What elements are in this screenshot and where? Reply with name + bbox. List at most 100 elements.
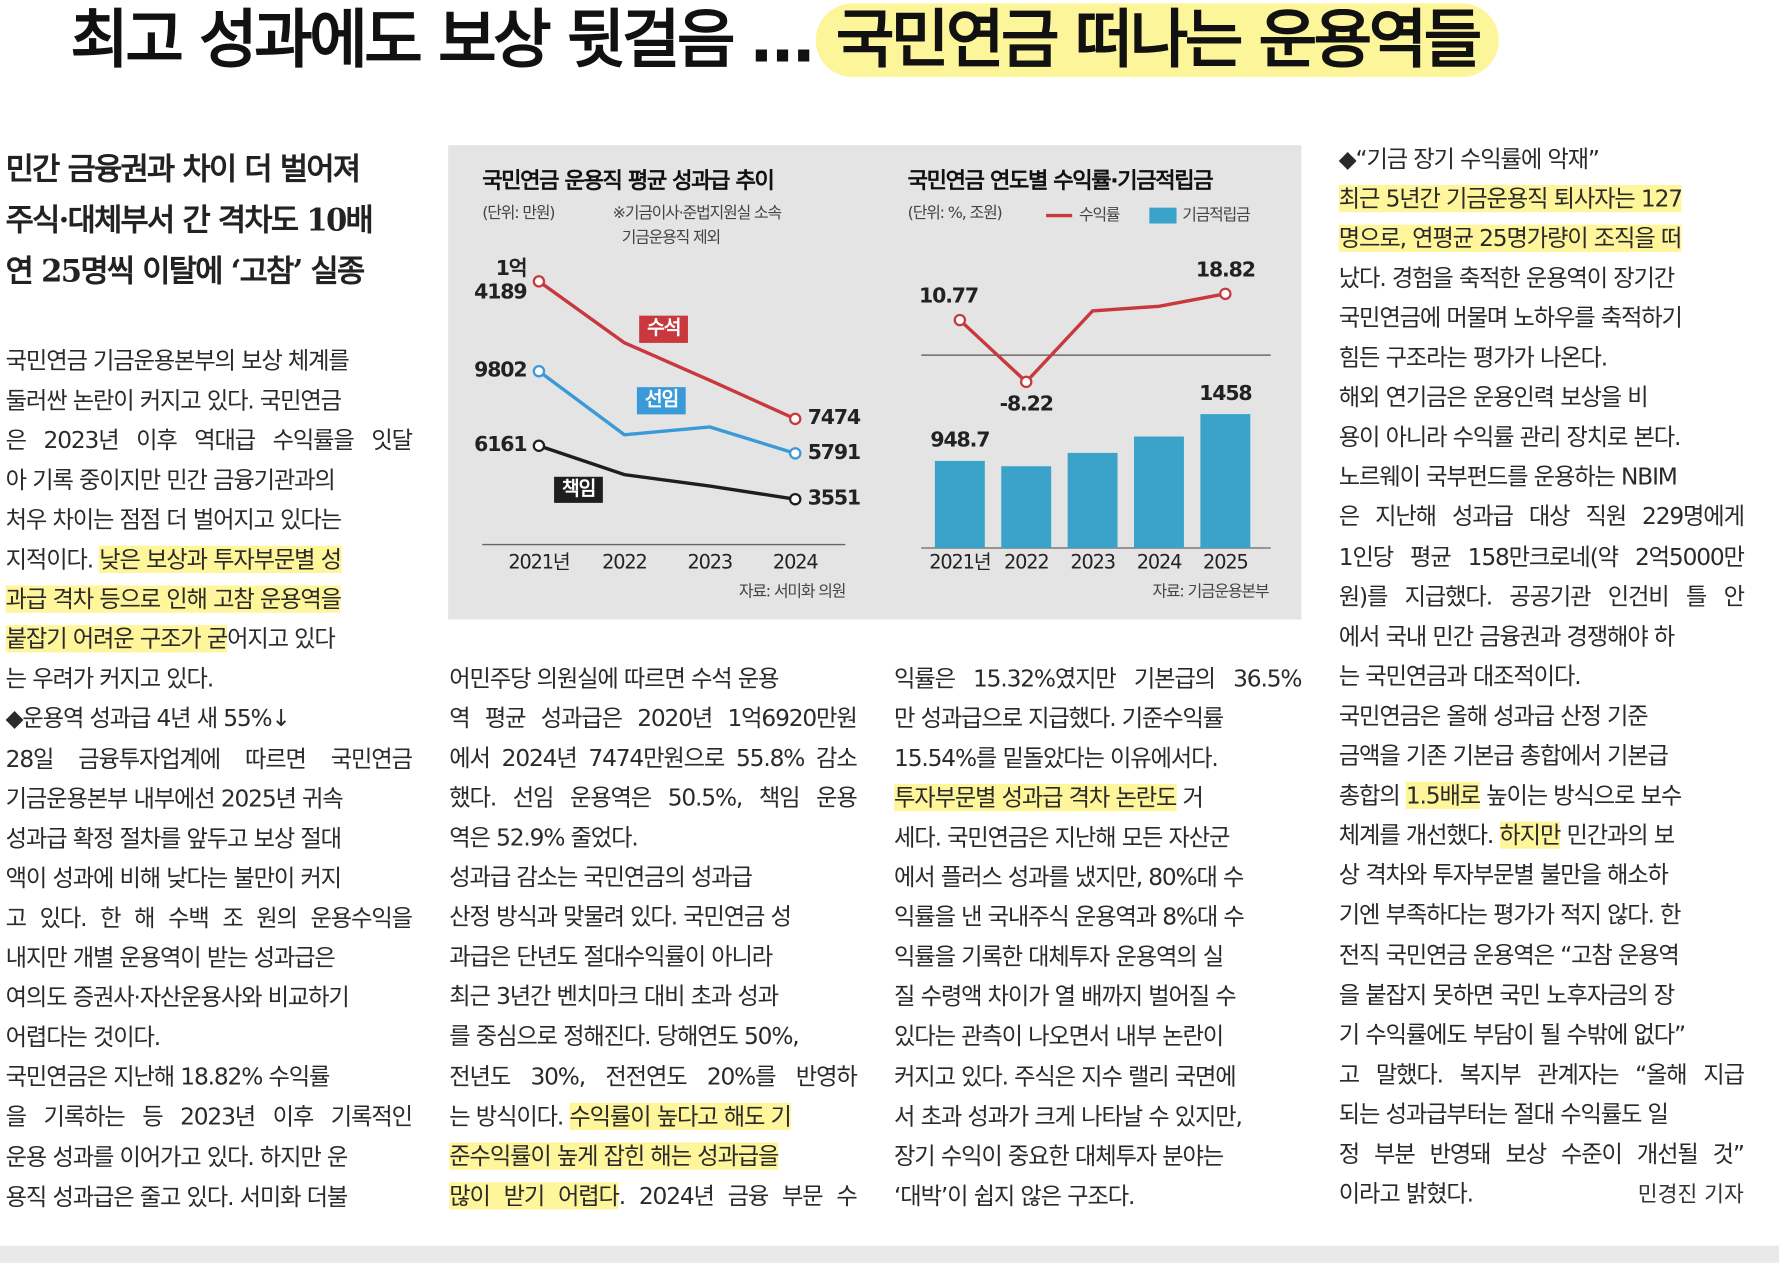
text-line: 역 평균 성과급은 2020년 1억6920만원 — [449, 698, 857, 738]
text-line: 운용 성과를 이어가고 있다. 하지만 운 — [6, 1137, 412, 1177]
text-line-inner: 명으로, 연평균 25명가량이 조직을 떠 — [1338, 219, 1682, 259]
data-line — [958, 292, 1226, 385]
text-line: 만 성과급으로 지급했다. 기준수익률 — [894, 698, 1301, 738]
text: 용이 아니라 수익률 관리 장치로 본다. — [1338, 423, 1682, 451]
text-line: 15.54%를 밑돌았다는 이유에서다. — [894, 738, 1301, 778]
text-line: 커지고 있다. 주식은 지수 랠리 국면에 — [894, 1057, 1301, 1097]
data-line — [538, 444, 796, 501]
text-line-inner: 어민주당 의원실에 따르면 수석 운용 — [449, 659, 779, 699]
text-line-inner: 기금운용본부 내부에선 2025년 귀속 — [6, 779, 344, 819]
text-line-inner: 최근 5년간 기금운용직 퇴사자는 127 — [1338, 179, 1683, 219]
deck-line: 민간 금융권과 차이 더 벌어져 — [5, 152, 361, 188]
text-line-inner: 액이 성과에 비해 낮다는 불만이 커지 — [6, 859, 342, 899]
chart-title: 국민연금 운용직 평균 성과급 추이 — [482, 167, 775, 194]
highlight-text: 최근 5년간 기금운용직 퇴사자는 127 — [1338, 184, 1683, 212]
text-line: 지적이다. 낮은 보상과 투자부문별 성 — [6, 540, 412, 580]
text: 아 기록 중이지만 민간 금융기관과의 — [5, 466, 336, 494]
text-line-inner: 금액을 기존 기본급 총합에서 기본급 — [1339, 736, 1669, 776]
text: 해외 연기금은 운용인력 보상을 비 — [1338, 383, 1649, 411]
text: 서 초과 성과가 크게 나타날 수 있지만, — [894, 1102, 1243, 1130]
deck-line: 연 25명씩 이탈에 ‘고참’ 실종 — [5, 254, 366, 290]
text: 는 우려가 커지고 있다. — [5, 665, 215, 693]
text-line: 을 붙잡지 못하면 국민 노후자금의 장 — [1339, 975, 1744, 1015]
text-line: 힘든 구조라는 평가가 나온다. — [1339, 338, 1744, 378]
text-line: 장기 수익이 중요한 대체투자 분야는 — [894, 1136, 1301, 1176]
text: 성과급 확정 절차를 앞두고 보상 절대 — [5, 824, 342, 852]
text: 는 방식이다. — [449, 1102, 570, 1130]
highlight-text: 낮은 보상과 투자부문별 성 — [99, 545, 342, 573]
text-line: 는 우려가 커지고 있다. — [6, 660, 412, 700]
text-line: 최근 3년간 벤치마크 대비 초과 성과 — [449, 977, 856, 1017]
legend-swatch — [1149, 207, 1177, 224]
text: . 2024년 금융 부문 수 — [618, 1181, 858, 1210]
text-line: 는 방식이다. 수익률이 높다고 해도 기 — [449, 1097, 856, 1137]
text-line: 이라고 밝혔다. — [1339, 1174, 1744, 1214]
text-line-inner: 이라고 밝혔다. — [1339, 1174, 1474, 1214]
data-label: 9802 — [474, 358, 527, 383]
text: 어지고 있다 — [227, 625, 336, 653]
text-line: ◆“기금 장기 수익률에 악재” — [1339, 139, 1744, 179]
text-line: 과급 격차 등으로 인해 고참 운용역을 — [5, 580, 412, 620]
text-line: 해외 연기금은 운용인력 보상을 비 — [1339, 378, 1744, 418]
text-line: 1인당 평균 158만크로네(약 2억5000만 — [1338, 537, 1745, 577]
text-line-inner: 되는 성과급부터는 절대 수익률도 일 — [1339, 1095, 1669, 1135]
text: 질 수령액 차이가 열 배까지 벌어질 수 — [894, 982, 1237, 1011]
text: 장기 수익이 중요한 대체투자 분야는 — [894, 1142, 1224, 1170]
text-line-inner: 장기 수익이 중요한 대체투자 분야는 — [894, 1136, 1224, 1176]
text-line-inner: 상 격차와 투자부문별 불만을 해소하 — [1339, 856, 1669, 896]
chart-source: 자료: 서미화 의원 — [738, 583, 847, 602]
chart-panel: 2021년 2022 2023 2024 1억 4189 7474 수석 9802 5791 선임… — [448, 145, 1302, 620]
text-line: 있다는 관측이 나오면서 내부 논란이 — [894, 1017, 1301, 1057]
series-label: 책임 — [554, 476, 604, 504]
text-line: 고 말했다. 복지부 관계자는 “올해 지급 — [1339, 1055, 1745, 1095]
data-point — [1019, 375, 1033, 389]
data-label: 7474 — [807, 405, 861, 430]
data-label: 6161 — [474, 432, 527, 457]
text: ◆운용역 성과급 4년 새 55%↓ — [5, 705, 291, 733]
data-label: 948.7 — [930, 428, 990, 453]
headline-highlight: 국민연금 떠나는 운용역들 — [815, 3, 1500, 78]
text: 국민연금은 올해 성과급 산정 기준 — [1338, 702, 1649, 730]
text: 처우 차이는 점점 더 벌어지고 있다는 — [5, 505, 342, 534]
text-line-inner: 을 기록하는 등 2023년 이후 기록적인 — [6, 1098, 413, 1138]
text-line: 국민연금에 머물며 노하우를 축적하기 — [1339, 298, 1744, 338]
text-line: 을 기록하는 등 2023년 이후 기록적인 — [6, 1098, 413, 1138]
text: 익률을 기록한 대체투자 운용역의 실 — [894, 943, 1224, 971]
headline-text: 최고 성과에도 보상 뒷걸음 … — [70, 3, 814, 78]
text: 산정 방식과 맞물려 있다. 국민연금 성 — [449, 903, 792, 931]
text-line-inner: 만 성과급으로 지급했다. 기준수익률 — [894, 698, 1224, 738]
text-line: 은 2023년 이후 역대급 수익률을 잇달 — [6, 421, 413, 461]
text-line-inner: 역 평균 성과급은 2020년 1억6920만원 — [449, 698, 857, 738]
chart-source: 자료: 기금운용본부 — [1152, 583, 1269, 602]
text-line-inner: 원)를 지급했다. 공공기관 인건비 틀 안 — [1339, 577, 1745, 617]
data-label: 5791 — [807, 440, 861, 465]
text-line: 기 수익률에도 부담이 될 수밖에 없다” — [1339, 1015, 1744, 1055]
text-line: 국민연금 기금운용본부의 보상 체계를 — [6, 341, 412, 381]
text: 지적이다. — [5, 545, 100, 573]
legend-label: 수익률 — [1078, 206, 1121, 225]
x-tick-label: 2023 — [687, 551, 734, 575]
data-point — [1219, 287, 1232, 301]
text-line-inner: 했다. 선임 운용역은 50.5%, 책임 운용 — [449, 778, 857, 818]
text-line-inner: 질 수령액 차이가 열 배까지 벌어질 수 — [894, 977, 1237, 1017]
highlight-text: 1.5배로 — [1405, 781, 1481, 810]
text-line-inner: 28일 금융투자업계에 따르면 국민연금 — [6, 739, 413, 779]
chart-note: 기금운용직 제외 — [621, 229, 721, 248]
text: 를 중심으로 정해진다. 당해연도 50%, — [449, 1022, 799, 1050]
text: 정 부분 반영돼 보상 수준이 개선될 것” — [1338, 1140, 1745, 1168]
text: 1인당 평균 158만크로네(약 2억5000만 — [1338, 542, 1745, 571]
text: 있다는 관측이 나오면서 내부 논란이 — [894, 1022, 1224, 1050]
highlight-text: 투자부문별 성과급 격차 논란도 — [894, 783, 1177, 811]
data-label: 18.82 — [1195, 258, 1256, 283]
x-tick-label: 2023 — [1070, 551, 1116, 575]
headline: 최고 성과에도 보상 뒷걸음 … 국민연금 떠나는 운용역들 — [70, 0, 1500, 82]
chart-svg — [482, 207, 1271, 549]
text-line-inner: 15.54%를 밑돌았다는 이유에서다. — [894, 738, 1219, 778]
text-line: 했다. 선임 운용역은 50.5%, 책임 운용 — [449, 778, 857, 818]
text-line: 총합의 1.5배로 높이는 방식으로 보수 — [1339, 776, 1744, 816]
text-line-inner: 투자부문별 성과급 격차 논란도 거 — [894, 778, 1204, 818]
text-line-inner: 익률을 낸 국내주식 운용역과 8%대 수 — [894, 898, 1245, 938]
text-line-inner: ◆운용역 성과급 4년 새 55%↓ — [5, 699, 291, 739]
text-line-inner: 성과급 확정 절차를 앞두고 보상 절대 — [5, 819, 342, 859]
